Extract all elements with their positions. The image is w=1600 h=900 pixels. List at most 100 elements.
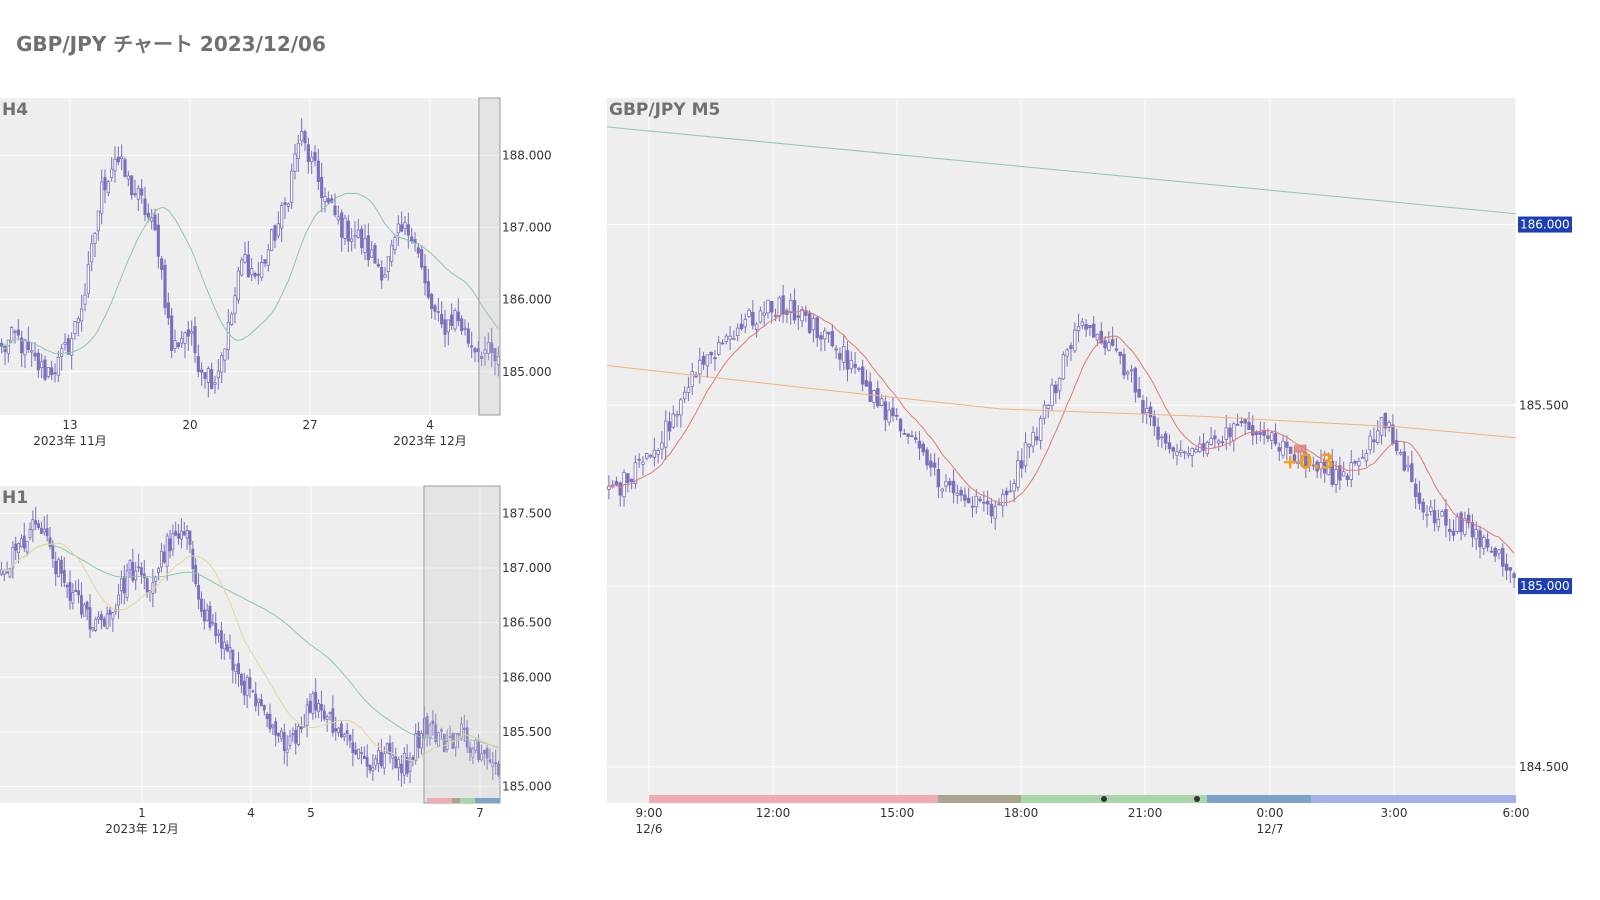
- candle-body: [366, 235, 370, 261]
- candle-body: [1474, 529, 1478, 540]
- candle-body: [1425, 513, 1429, 516]
- candle-body: [217, 633, 220, 636]
- candle-body: [103, 176, 107, 191]
- candle-body: [443, 319, 447, 335]
- candle-body: [887, 409, 891, 423]
- candle-body: [448, 736, 452, 739]
- candle-body: [1069, 345, 1073, 349]
- candle-body: [56, 356, 60, 376]
- candle-body: [320, 176, 324, 199]
- session-bar: [1021, 795, 1207, 803]
- candle-body: [180, 337, 184, 344]
- candle-body: [493, 348, 497, 362]
- candle-body: [1360, 456, 1365, 459]
- candle-body: [222, 641, 226, 650]
- candle-body: [360, 228, 364, 249]
- candle-body: [1307, 461, 1312, 465]
- candle-body: [250, 268, 254, 276]
- candle-body: [402, 753, 406, 776]
- candle-body: [1273, 433, 1278, 445]
- candle-body: [494, 762, 498, 764]
- candle-body: [251, 690, 255, 693]
- candle-body: [1376, 430, 1380, 443]
- candle-body: [254, 693, 258, 707]
- candle-body: [754, 323, 759, 330]
- candle-body: [96, 210, 100, 232]
- candle-body: [168, 538, 172, 552]
- y-tick-label: 185.000: [502, 780, 552, 794]
- candle-body: [466, 328, 470, 344]
- candle-body: [1213, 435, 1217, 440]
- candle-body: [1406, 464, 1410, 468]
- candle-body: [146, 212, 150, 218]
- candle-body: [214, 623, 218, 637]
- candle-body: [1447, 528, 1452, 532]
- y-tick-label: 188.000: [502, 149, 552, 163]
- candle-body: [208, 605, 212, 628]
- candle-body: [720, 342, 725, 345]
- candle-body: [97, 616, 100, 620]
- candle-body: [285, 748, 289, 754]
- candle-body: [1364, 453, 1369, 462]
- candle-body: [1429, 506, 1433, 512]
- candle-body: [54, 560, 58, 575]
- candle-body: [385, 743, 389, 753]
- candle-body: [993, 506, 997, 519]
- candle-body: [223, 348, 227, 361]
- candle-body: [83, 294, 87, 305]
- candle-body: [368, 764, 372, 771]
- candle-body: [823, 330, 827, 340]
- candle-body: [1512, 573, 1516, 578]
- candle-body: [194, 564, 198, 585]
- candle-body: [1186, 453, 1191, 456]
- candle-body: [766, 299, 770, 314]
- candle-body: [1292, 454, 1297, 462]
- candle-body: [974, 495, 979, 508]
- candle-body: [1148, 406, 1153, 418]
- candle-body: [156, 224, 160, 257]
- candle-body: [1167, 442, 1172, 450]
- candle-body: [482, 749, 486, 754]
- candle-body: [1175, 451, 1179, 456]
- candle-body: [1497, 549, 1501, 554]
- candle-body: [300, 726, 303, 730]
- candle-body: [773, 314, 778, 317]
- x-tick-label: 7: [476, 806, 484, 820]
- candle-body: [724, 335, 729, 342]
- candle-body: [213, 382, 217, 385]
- candle-body: [989, 503, 994, 517]
- candle-body: [266, 249, 270, 266]
- candle-body: [811, 318, 816, 331]
- candle-body: [431, 720, 435, 725]
- candle-body: [1501, 548, 1505, 567]
- candle-body: [40, 361, 44, 368]
- x-tick-label: 4: [426, 418, 434, 432]
- y-tick-label: 187.000: [502, 561, 552, 575]
- candle-body: [256, 273, 260, 276]
- candle-body: [686, 387, 691, 393]
- candle-body: [271, 724, 275, 728]
- candle-body: [365, 757, 369, 767]
- candle-body: [200, 598, 203, 612]
- candle-body: [970, 505, 975, 508]
- candle-body: [1061, 354, 1066, 380]
- x-tick-sublabel: 2023年 12月: [393, 434, 467, 448]
- candle-body: [1338, 465, 1342, 481]
- price-badge: [1518, 216, 1572, 233]
- candle-body: [117, 594, 120, 606]
- candle-body: [1319, 462, 1323, 470]
- candle-body: [1084, 324, 1088, 330]
- candle-body: [354, 749, 358, 755]
- trade-marker-label: +0.3: [1282, 450, 1334, 474]
- candle-body: [460, 318, 464, 332]
- candle-body: [303, 131, 307, 144]
- candle-body: [86, 264, 90, 294]
- candle-body: [1277, 447, 1282, 452]
- session-bar: [649, 795, 938, 803]
- candle-body: [297, 725, 300, 745]
- candle-body: [106, 181, 110, 194]
- candle-body: [53, 372, 57, 375]
- candle-body: [758, 310, 763, 323]
- candle-body: [50, 367, 54, 376]
- candle-body: [471, 748, 475, 758]
